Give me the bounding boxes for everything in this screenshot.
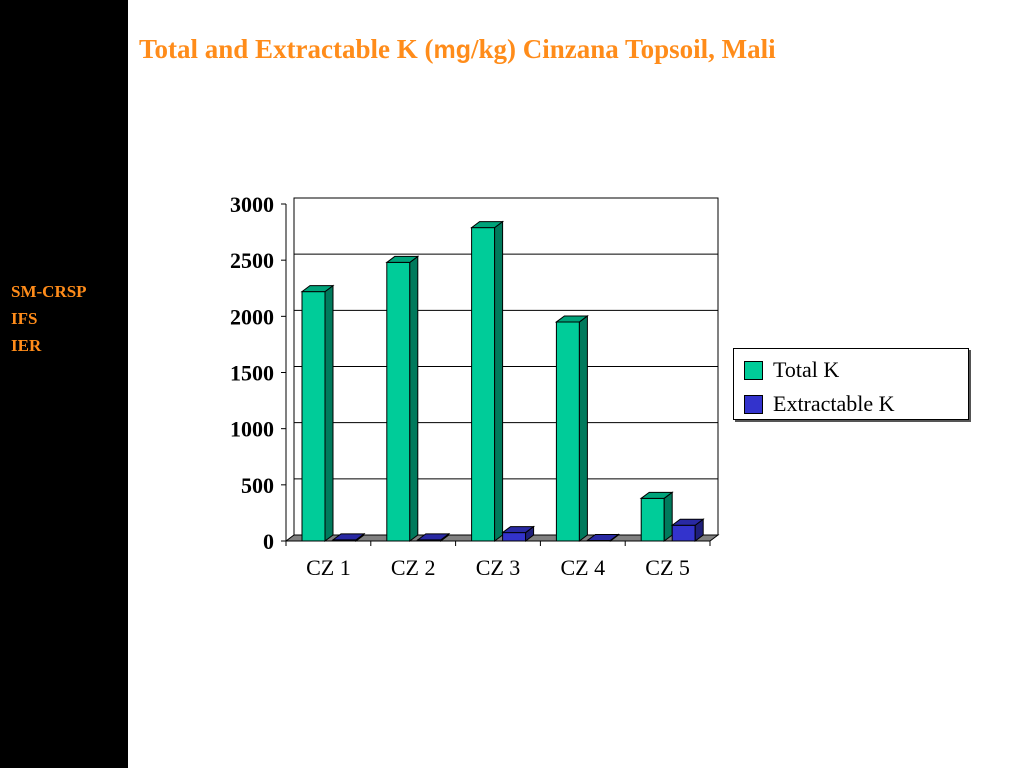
y-tick-label: 1000 <box>230 417 274 442</box>
x-tick-label: CZ 2 <box>391 555 436 580</box>
x-tick-label: CZ 3 <box>476 555 521 580</box>
sidebar-label-ier: IER <box>11 336 42 355</box>
legend-swatch-total-k <box>744 360 763 380</box>
legend-item-extractable-k: Extractable K <box>744 391 895 417</box>
title-suffix: /kg) Cinzana Topsoil, Mali <box>471 34 776 64</box>
bar-extractable-k <box>501 525 536 542</box>
bar-total-k <box>554 314 589 542</box>
bar-extractable-k <box>670 518 705 542</box>
y-tick-label: 0 <box>263 529 274 554</box>
title-unit: mg <box>433 36 472 64</box>
y-tick-label: 3000 <box>230 192 274 217</box>
x-tick-label: CZ 5 <box>645 555 690 580</box>
legend-label-extractable-k: Extractable K <box>773 391 895 416</box>
title-prefix: Total and Extractable K ( <box>139 34 434 64</box>
x-tick-label: CZ 1 <box>306 555 351 580</box>
sidebar-labels: SM-CRSP IFS IER <box>11 278 87 359</box>
bar-total-k <box>300 284 335 542</box>
slide-title: Total and Extractable K (mg/kg) Cinzana … <box>139 34 776 65</box>
y-tick-label: 2500 <box>230 248 274 273</box>
sidebar-label-sm-crsp: SM-CRSP <box>11 282 87 301</box>
legend-item-total-k: Total K <box>744 357 839 383</box>
y-tick-label: 2000 <box>230 304 274 329</box>
bar-extractable-k <box>416 532 451 542</box>
chart-legend: Total K Extractable K <box>733 348 969 420</box>
legend-label-total-k: Total K <box>773 357 840 382</box>
bar-extractable-k <box>585 533 620 542</box>
y-tick-label: 1500 <box>230 361 274 386</box>
y-tick-label: 500 <box>241 473 274 498</box>
bar-total-k <box>470 220 505 542</box>
legend-swatch-extractable-k <box>744 394 763 414</box>
x-tick-label: CZ 4 <box>560 555 605 580</box>
bar-extractable-k <box>331 532 366 542</box>
bar-total-k <box>639 491 674 542</box>
sidebar-label-ifs: IFS <box>11 309 38 328</box>
bar-total-k <box>385 255 420 542</box>
sidebar-panel: SM-CRSP IFS IER <box>0 0 128 768</box>
